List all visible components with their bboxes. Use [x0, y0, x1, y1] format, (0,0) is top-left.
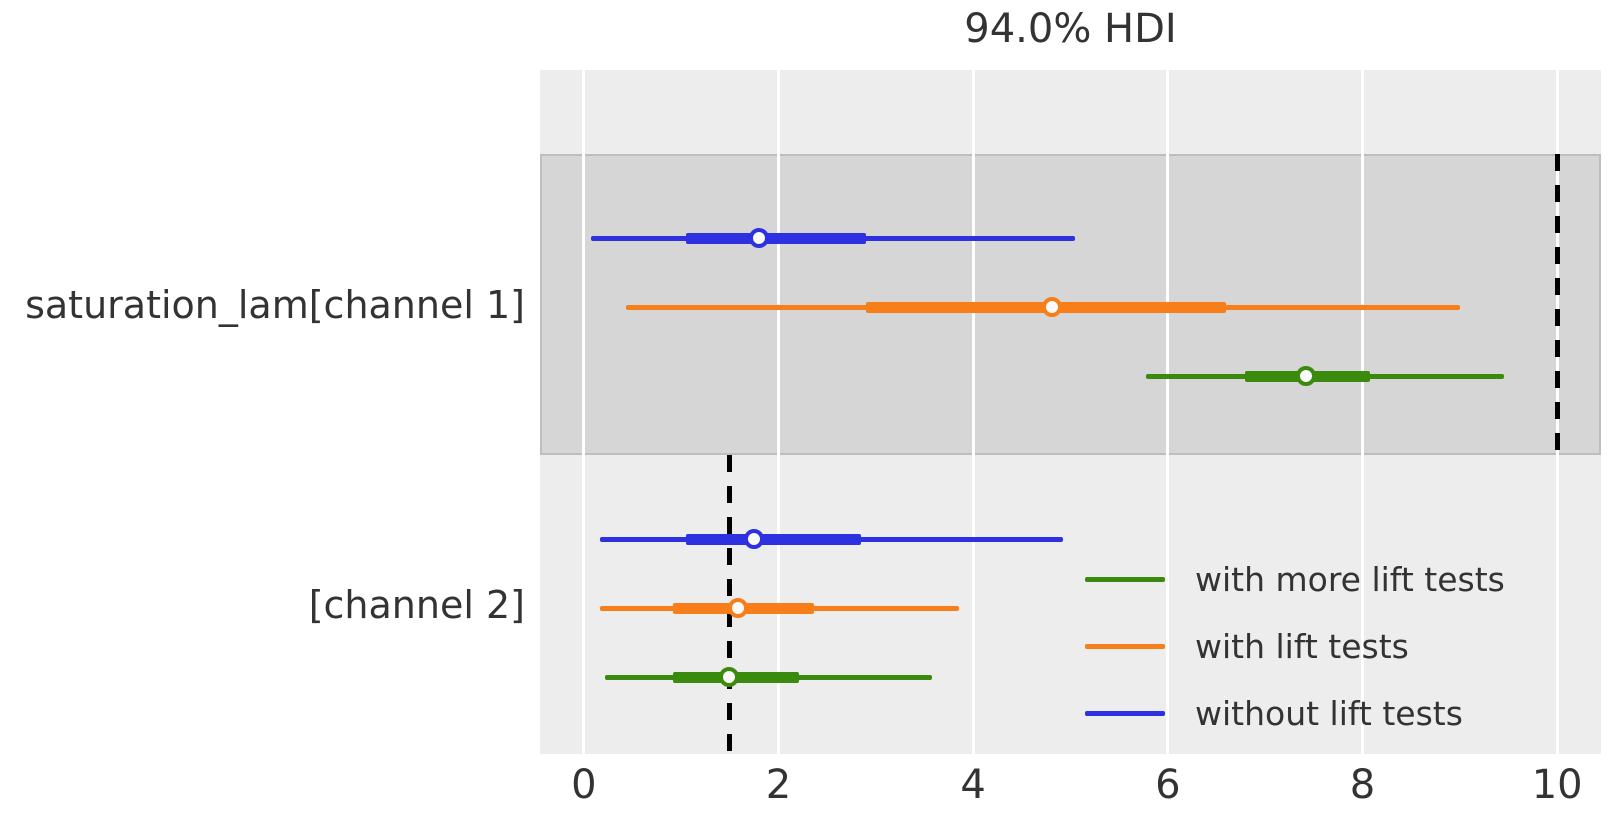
x-tick-label-10: 10 — [1531, 762, 1583, 808]
legend-label: without lift tests — [1195, 694, 1463, 733]
legend: with more lift tests with lift tests wit… — [1085, 546, 1505, 747]
x-tick-label-6: 6 — [1155, 762, 1181, 808]
chart-title: 94.0% HDI — [964, 6, 1177, 52]
gridline-x-0 — [582, 70, 586, 754]
gridline-x-6 — [1166, 70, 1170, 754]
median-dot-with-lift-tests — [727, 598, 748, 618]
x-tick-label-0: 0 — [571, 762, 597, 808]
legend-entry-with-more-lift-tests: with more lift tests — [1085, 546, 1505, 613]
median-dot-without-lift-tests — [744, 529, 765, 549]
legend-label: with more lift tests — [1195, 560, 1505, 599]
x-tick-label-4: 4 — [960, 762, 986, 808]
gridline-x-8 — [1361, 70, 1365, 754]
median-dot-with-more-lift-tests — [718, 667, 739, 687]
x-tick-label-8: 8 — [1349, 762, 1376, 808]
legend-line-blue — [1085, 711, 1165, 716]
legend-line-green — [1085, 577, 1165, 582]
quartile-line-without-lift-tests — [686, 232, 867, 244]
median-dot-with-lift-tests — [1042, 297, 1062, 317]
quartile-line-without-lift-tests — [686, 533, 862, 545]
median-dot-without-lift-tests — [749, 228, 769, 248]
legend-line-orange — [1085, 644, 1165, 649]
legend-entry-without-lift-tests: without lift tests — [1085, 680, 1505, 747]
reference-line-10 — [1554, 154, 1560, 455]
y-axis-label-channel-1: saturation_lam[channel 1] — [25, 282, 525, 327]
gridline-x-2 — [776, 70, 780, 754]
y-axis-label-channel-2: [channel 2] — [308, 582, 525, 627]
legend-entry-with-lift-tests: with lift tests — [1085, 613, 1505, 680]
gridline-x-4 — [971, 70, 975, 754]
plot-area — [540, 70, 1601, 754]
legend-label: with lift tests — [1195, 627, 1409, 666]
x-tick-label-2: 2 — [765, 762, 792, 808]
median-dot-with-more-lift-tests — [1296, 366, 1317, 386]
